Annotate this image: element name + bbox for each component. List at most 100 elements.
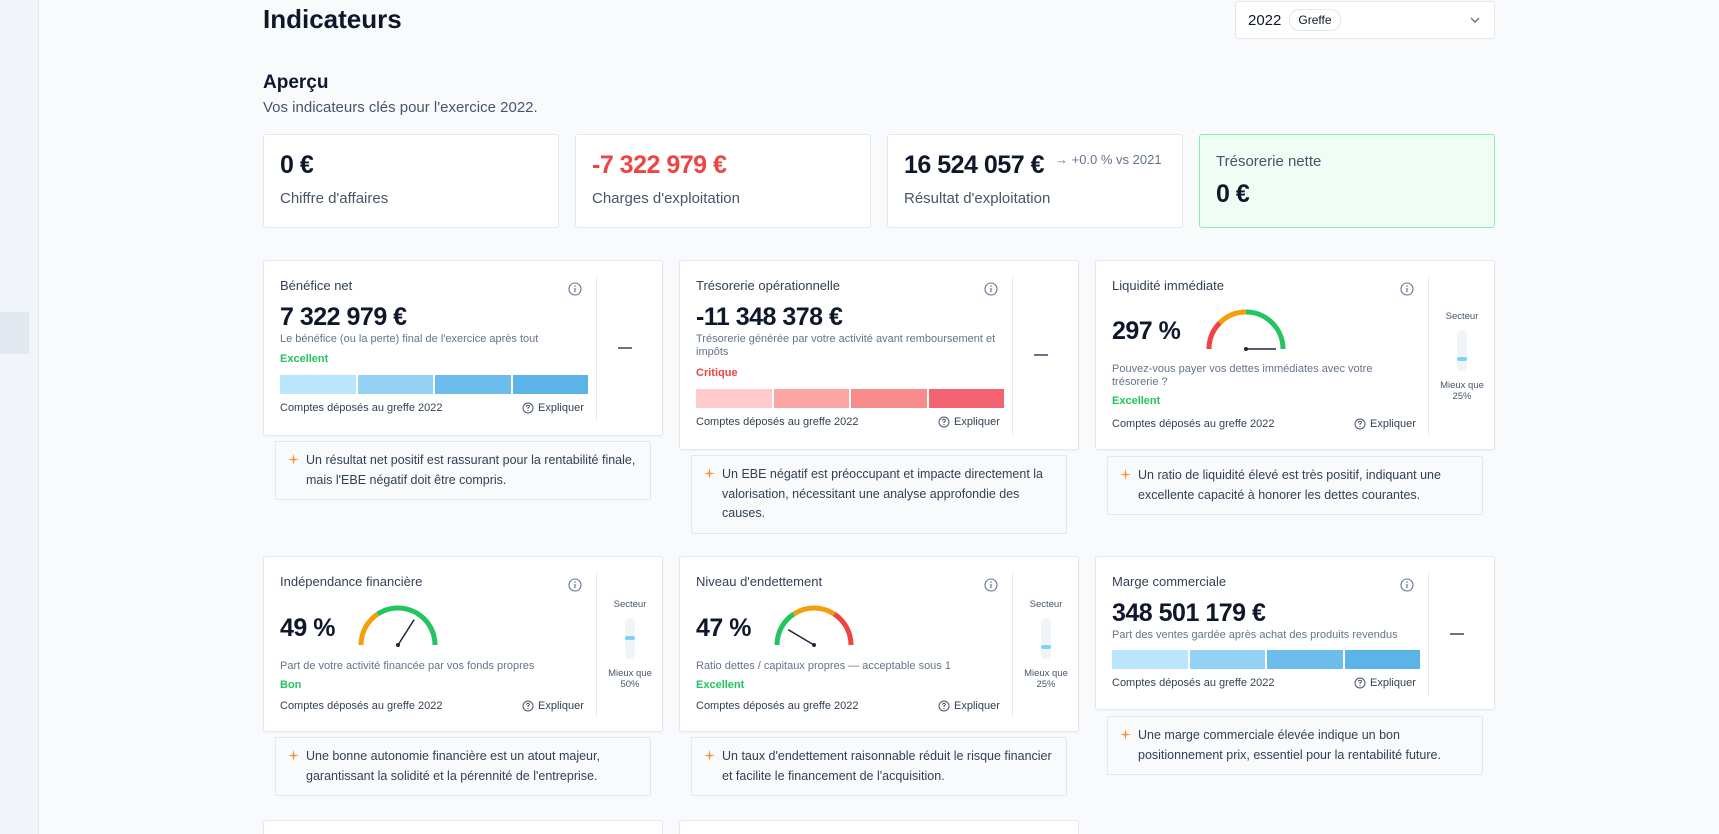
explain-button[interactable]: Expliquer	[1354, 418, 1416, 430]
level-bar	[280, 375, 356, 394]
level-bar	[1267, 650, 1343, 669]
card-divider	[596, 573, 597, 717]
insight-liquidite-immediate: Un ratio de liquidité élevé est très pos…	[1107, 456, 1483, 515]
level-bars	[1112, 650, 1420, 669]
kpi-tresorerie-nette: Trésorerie nette 0 €	[1199, 134, 1495, 228]
card-liquidite-immediate: Liquidité immédiate 297 % Pouvez-vous pa…	[1095, 260, 1495, 450]
sector-comparison: Secteur Mieux que 50%	[598, 599, 662, 690]
sparkle-icon	[287, 453, 300, 466]
gauge-chart	[774, 605, 854, 647]
card-title: Marge commerciale	[1112, 574, 1227, 589]
card-partial	[679, 820, 1079, 834]
kpi-label: Chiffre d'affaires	[280, 190, 389, 207]
help-icon	[1354, 677, 1366, 689]
gauge-arc-green	[376, 605, 438, 646]
info-icon[interactable]	[1400, 282, 1414, 296]
kpi-label: Trésorerie nette	[1216, 153, 1322, 170]
card-description: Pouvez-vous payer vos dettes immédiates …	[1112, 363, 1373, 388]
card-source: Comptes déposés au greffe 2022	[280, 700, 443, 712]
status-badge: Excellent	[696, 679, 745, 691]
kpi-charges-exploitation: -7 322 979 € Charges d'exploitation	[575, 134, 871, 228]
info-icon[interactable]	[568, 282, 582, 296]
card-partial	[263, 820, 663, 834]
gauge-arc-orange	[792, 605, 836, 617]
card-title: Bénéfice net	[280, 278, 353, 293]
insight-text: Un EBE négatif est préoccupant et impact…	[722, 467, 1044, 520]
card-description: Part des ventes gardée après achat des p…	[1112, 629, 1398, 641]
gauge-arc-green	[1245, 309, 1286, 350]
sector-comparison-text: Mieux que 25%	[1024, 668, 1068, 690]
card-divider	[596, 277, 597, 421]
year-select[interactable]: 2022 Greffe	[1235, 1, 1495, 39]
insight-text: Une bonne autonomie financière est un at…	[306, 749, 600, 783]
card-value: -11 348 378 €	[696, 303, 843, 331]
help-icon	[938, 700, 950, 712]
sparkle-icon	[1119, 468, 1132, 481]
card-description: Ratio dettes / capitaux propres — accept…	[696, 660, 951, 672]
sidebar-active-item[interactable]	[0, 312, 29, 354]
help-icon	[522, 700, 534, 712]
card-divider	[1428, 573, 1429, 695]
gauge-arc-green	[774, 611, 796, 646]
explain-button[interactable]: Expliquer	[522, 402, 584, 414]
explain-label: Expliquer	[1370, 418, 1416, 430]
status-badge: Excellent	[1112, 395, 1161, 407]
level-bar	[696, 389, 772, 408]
kpi-value: 16 524 057 €	[904, 151, 1044, 179]
card-title: Trésorerie opérationnelle	[696, 278, 841, 293]
main-content: Indicateurs 2022 Greffe Aperçu Vos indic…	[263, 0, 1495, 834]
no-sector-dash	[1450, 633, 1464, 635]
source-badge: Greffe	[1289, 9, 1341, 31]
card-value: 47 %	[696, 614, 751, 642]
card-value: 297 %	[1112, 317, 1181, 345]
sector-label: Secteur	[1445, 311, 1479, 322]
sparkle-icon	[703, 467, 716, 480]
kpi-value: -7 322 979 €	[592, 151, 727, 179]
card-divider	[1012, 573, 1013, 717]
info-icon[interactable]	[1400, 578, 1414, 592]
card-value: 348 501 179 €	[1112, 599, 1266, 627]
info-icon[interactable]	[568, 578, 582, 592]
card-description: Part de votre activité financée par vos …	[280, 660, 535, 672]
insight-independance-financiere: Une bonne autonomie financière est un at…	[275, 737, 651, 796]
gauge-chart	[1206, 309, 1286, 351]
explain-button[interactable]: Expliquer	[1354, 677, 1416, 689]
card-source: Comptes déposés au greffe 2022	[280, 402, 443, 414]
kpi-value: 0 €	[280, 151, 314, 179]
explain-label: Expliquer	[954, 700, 1000, 712]
page-title: Indicateurs	[263, 4, 402, 34]
sector-knob	[1457, 357, 1467, 361]
sector-track	[1457, 330, 1467, 372]
gauge-needle	[787, 629, 815, 646]
gauge-arc-red	[832, 611, 854, 646]
help-icon	[522, 402, 534, 414]
sector-track	[1041, 618, 1051, 660]
card-tresorerie-operationnelle: Trésorerie opérationnelle -11 348 378 € …	[679, 260, 1079, 450]
explain-button[interactable]: Expliquer	[938, 700, 1000, 712]
sector-knob	[1041, 645, 1051, 649]
sector-comparison: Secteur Mieux que 25%	[1430, 311, 1494, 402]
sidebar	[0, 0, 39, 834]
chevron-down-icon	[1470, 17, 1480, 23]
year-value: 2022	[1248, 11, 1282, 29]
insight-text: Une marge commerciale élevée indique un …	[1138, 728, 1441, 762]
explain-label: Expliquer	[538, 402, 584, 414]
level-bar	[1189, 650, 1265, 669]
sector-comparison: Secteur Mieux que 25%	[1014, 599, 1078, 690]
sector-label: Secteur	[1029, 599, 1063, 610]
insight-text: Un ratio de liquidité élevé est très pos…	[1138, 468, 1441, 502]
card-value: 7 322 979 €	[280, 303, 407, 331]
sector-comparison-text: Mieux que 25%	[1440, 380, 1484, 402]
explain-button[interactable]: Expliquer	[938, 416, 1000, 428]
info-icon[interactable]	[984, 282, 998, 296]
gauge-pivot	[812, 643, 816, 647]
card-description: Le bénéfice (ou la perte) final de l'exe…	[280, 333, 539, 345]
level-bar	[1344, 650, 1420, 669]
info-icon[interactable]	[984, 578, 998, 592]
level-bar	[357, 375, 433, 394]
help-icon	[938, 416, 950, 428]
explain-label: Expliquer	[1370, 677, 1416, 689]
sector-track	[625, 618, 635, 660]
explain-button[interactable]: Expliquer	[522, 700, 584, 712]
card-marge-commerciale: Marge commerciale 348 501 179 € Part des…	[1095, 556, 1495, 710]
